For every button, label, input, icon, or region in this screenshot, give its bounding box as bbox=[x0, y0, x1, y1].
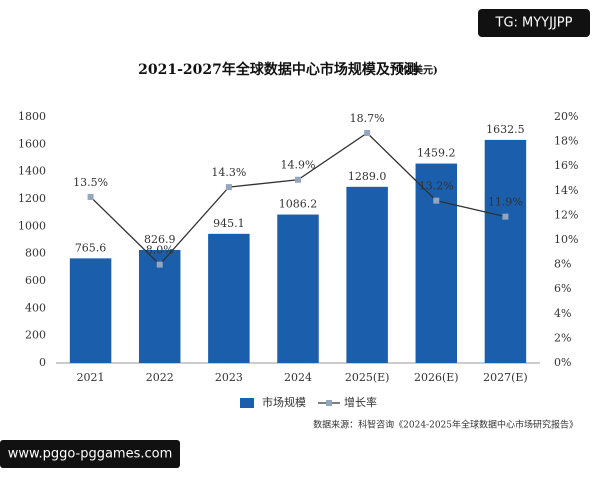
y-tick-label: 1000 bbox=[18, 219, 46, 232]
y2-tick-label: 16% bbox=[554, 159, 578, 172]
y-tick-label: 1800 bbox=[18, 110, 46, 123]
line-marker bbox=[87, 193, 94, 200]
x-tick-label: 2025(E) bbox=[345, 371, 390, 384]
y-tick-label: 0 bbox=[39, 356, 46, 369]
line-value-label: 14.9% bbox=[281, 159, 316, 172]
chart-unit: (亿美元) bbox=[398, 64, 437, 77]
y2-tick-label: 2% bbox=[554, 331, 571, 344]
x-tick-label: 2024 bbox=[284, 371, 312, 384]
bar-value-label: 1459.2 bbox=[417, 147, 456, 160]
y2-tick-label: 8% bbox=[554, 258, 571, 271]
line-value-label: 11.9% bbox=[488, 196, 523, 209]
source-note: 数据来源：科智咨询《2024-2025年全球数据中心市场研究报告》 bbox=[313, 419, 578, 431]
bar-value-label: 1086.2 bbox=[279, 198, 318, 211]
bar bbox=[346, 186, 388, 363]
line-marker bbox=[156, 261, 163, 268]
bar bbox=[208, 233, 250, 363]
line-value-label: 13.5% bbox=[73, 176, 108, 189]
line-value-label: 14.3% bbox=[211, 166, 246, 179]
line-value-label: 13.2% bbox=[419, 180, 454, 193]
y-tick-label: 400 bbox=[25, 301, 46, 314]
x-tick-label: 2021 bbox=[77, 371, 105, 384]
y2-tick-label: 14% bbox=[554, 184, 578, 197]
line-marker bbox=[364, 129, 371, 136]
bar bbox=[138, 249, 181, 363]
watermark-box bbox=[478, 9, 590, 37]
line-value-label: 8.0% bbox=[146, 244, 174, 257]
y-tick-label: 1600 bbox=[18, 137, 46, 150]
y-tick-label: 1400 bbox=[18, 165, 46, 178]
legend-swatch bbox=[240, 398, 254, 408]
bar bbox=[484, 139, 527, 363]
y-tick-label: 200 bbox=[25, 329, 46, 342]
y2-tick-label: 6% bbox=[554, 282, 571, 295]
bar-value-label: 1632.5 bbox=[486, 123, 525, 136]
y-tick-label: 600 bbox=[25, 274, 46, 287]
y2-tick-label: 12% bbox=[554, 208, 578, 221]
legend-label: 市场规模 bbox=[262, 395, 306, 409]
y2-tick-label: 20% bbox=[554, 110, 578, 123]
bar bbox=[69, 258, 112, 363]
y2-tick-label: 18% bbox=[554, 135, 578, 148]
y-tick-label: 800 bbox=[25, 247, 46, 260]
x-tick-label: 2022 bbox=[146, 371, 174, 384]
watermark: TG: MYYJJPP bbox=[495, 16, 573, 31]
bar-value-label: 945.1 bbox=[213, 217, 245, 230]
bar bbox=[415, 163, 458, 363]
x-tick-label: 2026(E) bbox=[414, 371, 459, 384]
x-tick-label: 2027(E) bbox=[483, 371, 528, 384]
chart-title: 2021-2027年全球数据中心市场规模及预测 bbox=[138, 61, 418, 78]
bar-value-label: 1289.0 bbox=[348, 170, 387, 183]
y-tick-label: 1200 bbox=[18, 192, 46, 205]
y2-tick-label: 4% bbox=[554, 307, 571, 320]
legend-label: 增长率 bbox=[344, 395, 377, 409]
bar-value-label: 765.6 bbox=[75, 241, 107, 254]
line-marker bbox=[502, 213, 509, 220]
bar-value-label: 826.9 bbox=[144, 233, 176, 246]
y2-tick-label: 10% bbox=[554, 233, 578, 246]
y2-tick-label: 0% bbox=[554, 356, 571, 369]
legend-swatch bbox=[326, 400, 332, 406]
line-marker bbox=[225, 184, 232, 191]
watermark-box bbox=[0, 440, 180, 468]
line-marker bbox=[433, 197, 440, 204]
watermark: www.pggo-pggames.com bbox=[8, 447, 173, 462]
line-value-label: 18.7% bbox=[350, 112, 385, 125]
x-tick-label: 2023 bbox=[215, 371, 243, 384]
line-marker bbox=[295, 176, 301, 183]
bar bbox=[277, 214, 319, 363]
